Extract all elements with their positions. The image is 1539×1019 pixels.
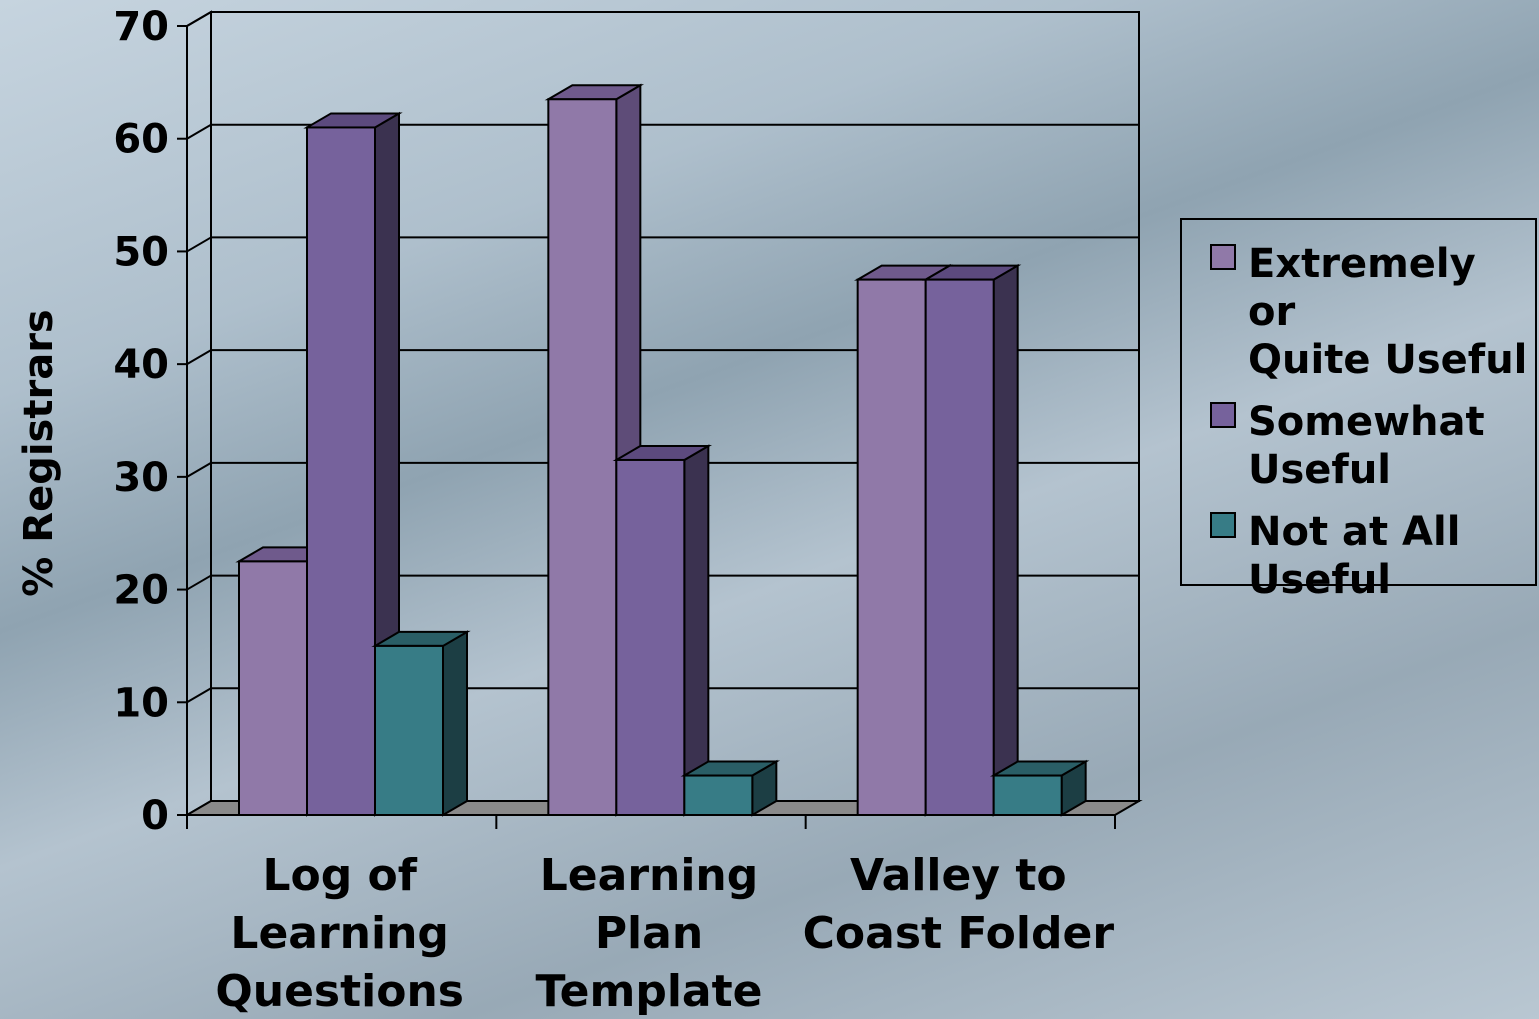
y-tick-label: 70 xyxy=(113,4,169,50)
bar-side xyxy=(442,630,468,817)
bar-side xyxy=(683,444,710,817)
y-tick-label: 50 xyxy=(113,229,169,275)
y-tick-label: 0 xyxy=(141,793,169,839)
y-tick-label: 40 xyxy=(113,342,169,388)
legend-swatch-not-useful xyxy=(1210,512,1236,538)
bar xyxy=(992,774,1063,816)
gridline-side xyxy=(186,11,212,27)
x-category-label: Valley to Coast Folder xyxy=(803,850,1115,959)
legend-item-not-useful: Not at All Useful xyxy=(1210,508,1535,604)
gridline-side xyxy=(186,574,212,591)
y-tick-label: 30 xyxy=(113,455,169,501)
bar xyxy=(374,644,444,817)
gridline-side xyxy=(186,687,212,704)
legend-swatch-extremely-useful xyxy=(1210,244,1236,270)
legend-swatch-somewhat-useful xyxy=(1210,402,1236,428)
bar xyxy=(924,278,995,817)
legend-item-extremely-useful: Extremely or Quite Useful xyxy=(1210,240,1535,384)
x-category-label: Log of Learning Questions xyxy=(215,850,464,1017)
bar xyxy=(306,126,376,816)
legend-label-not-useful: Not at All Useful xyxy=(1248,509,1461,603)
y-tick-label: 10 xyxy=(113,680,169,726)
y-axis-label: % Registrars xyxy=(16,309,62,596)
gridline-side xyxy=(186,123,212,140)
legend-label-somewhat-useful: Somewhat Useful xyxy=(1248,399,1485,493)
legend-item-somewhat-useful: Somewhat Useful xyxy=(1210,398,1535,494)
gridline-side xyxy=(186,349,212,366)
bar xyxy=(615,458,686,816)
bar xyxy=(856,278,927,817)
legend-label-extremely-useful: Extremely or Quite Useful xyxy=(1248,241,1528,383)
bar xyxy=(238,560,308,817)
gridline-side xyxy=(186,461,212,478)
bar xyxy=(547,98,618,816)
legend: Extremely or Quite Useful Somewhat Usefu… xyxy=(1180,218,1537,603)
bar xyxy=(683,774,754,816)
y-tick-label: 60 xyxy=(113,117,169,163)
x-category-label: Learning Plan Template xyxy=(535,850,762,1017)
bar-side xyxy=(992,263,1019,817)
y-tick-label: 20 xyxy=(113,568,169,614)
gridline-side xyxy=(186,236,212,253)
